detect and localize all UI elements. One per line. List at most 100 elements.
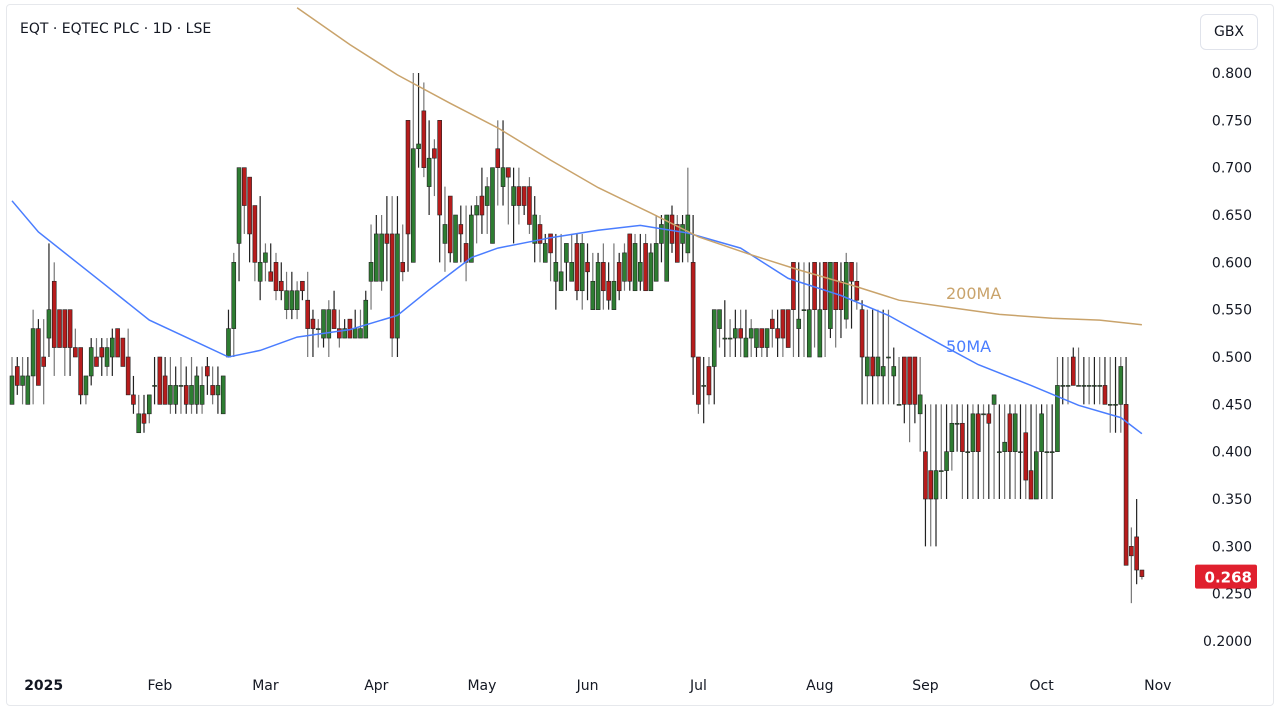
candle (770, 309, 775, 348)
candle (564, 243, 569, 291)
candle-body (717, 309, 722, 329)
candle (611, 243, 617, 310)
candle (1002, 404, 1007, 500)
candle-body (1086, 385, 1092, 387)
candle-body (511, 186, 516, 206)
200ma-line (296, 7, 1142, 326)
candle-body (1129, 546, 1134, 557)
candle (36, 319, 41, 386)
candle-body (416, 143, 421, 150)
candle-body (991, 394, 997, 405)
candle (30, 309, 36, 405)
candle-body (146, 394, 152, 415)
candle-body (273, 262, 279, 292)
candle (1134, 499, 1139, 585)
price-axis[interactable]: 0.800 0.750 0.700 0.650 0.600 0.550 0.500 0.450… (1203, 66, 1252, 650)
candle (110, 328, 115, 376)
y-tick-label: 0.250 (1212, 587, 1252, 603)
candle-body (463, 243, 469, 263)
candle-body (616, 262, 622, 292)
ma50-label: 50MA (946, 337, 991, 356)
candle-body (437, 120, 442, 216)
candle-body (733, 328, 738, 339)
candle (558, 233, 564, 292)
candle (1118, 357, 1124, 433)
candle-body (110, 337, 115, 358)
candle (569, 233, 574, 282)
candle-body (764, 328, 770, 348)
candle (511, 167, 516, 244)
candle-body (843, 262, 849, 320)
candle (585, 243, 590, 301)
candle (653, 215, 659, 282)
candle (579, 233, 585, 310)
x-tick-label: Apr (364, 678, 388, 694)
candle (46, 243, 52, 358)
candle-body (1007, 413, 1013, 452)
candle (754, 328, 759, 358)
candle-body (706, 366, 712, 396)
50ma-line (11, 200, 1143, 435)
candle (437, 120, 442, 263)
x-tick-label: May (467, 678, 496, 694)
candle-body (548, 233, 553, 254)
candle (1113, 357, 1118, 433)
time-axis[interactable]: 2025 Feb Mar Apr May Jun Jul Aug Sep Oct Nov (24, 678, 1171, 694)
candle-body (912, 356, 918, 405)
candle-body (791, 262, 796, 310)
candle (173, 366, 178, 414)
candle-body (51, 280, 57, 348)
candle-body (738, 328, 743, 339)
candle (1055, 357, 1060, 452)
candle-body (300, 280, 305, 292)
candle (970, 404, 976, 500)
candle-body (542, 243, 548, 263)
candle (284, 271, 289, 320)
candle-body (242, 167, 247, 206)
currency-button[interactable]: GBX (1200, 14, 1258, 50)
candle-body (78, 347, 83, 396)
candle (521, 186, 527, 216)
moving-averages (11, 7, 1143, 435)
candle (960, 404, 965, 500)
candle (622, 243, 627, 291)
candle (432, 139, 437, 197)
candle-body (891, 366, 897, 377)
candle-body (1055, 385, 1060, 452)
plot-area[interactable] (9, 7, 1145, 604)
candle (305, 271, 310, 358)
y-tick-label: 0.650 (1212, 208, 1252, 224)
x-tick-label: Feb (147, 678, 172, 694)
candle-body (162, 375, 168, 405)
candle-body (1102, 385, 1108, 405)
candle-body (1139, 569, 1145, 577)
candle-body (331, 309, 337, 329)
candle-body (933, 470, 939, 500)
chart-frame (6, 4, 1274, 706)
candle-body (125, 356, 131, 396)
candle (326, 300, 332, 358)
candle (690, 215, 696, 395)
x-tick-label: Nov (1144, 678, 1171, 694)
y-tick-label: 0.500 (1212, 350, 1252, 366)
candle (849, 262, 854, 329)
candle-body (41, 356, 46, 367)
candle (574, 233, 580, 301)
candle-body (400, 262, 406, 273)
candle (532, 196, 538, 263)
candle-body (648, 252, 654, 292)
candle-body (1123, 404, 1129, 566)
candle (205, 357, 210, 395)
candle-body (917, 394, 923, 415)
candle-body (374, 233, 379, 282)
candle-body (1023, 432, 1029, 481)
candle (838, 262, 844, 339)
candle (632, 233, 638, 292)
candle (928, 404, 934, 547)
candle (643, 233, 648, 292)
candle (764, 328, 770, 358)
candle-body (1076, 385, 1081, 387)
candle-body (690, 262, 696, 358)
candle-body (363, 299, 369, 339)
